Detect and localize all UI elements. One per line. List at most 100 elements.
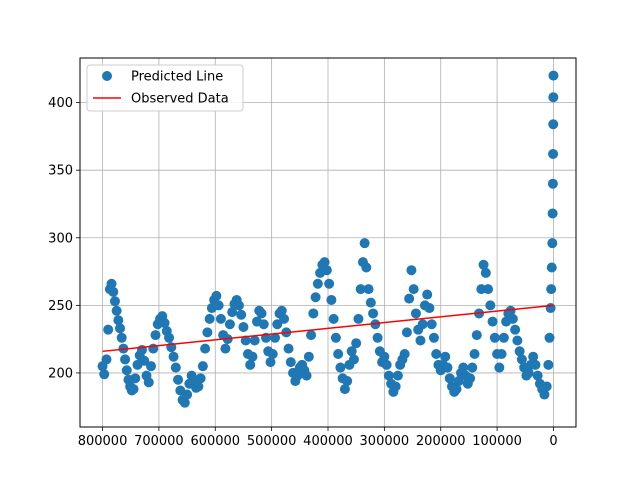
scatter-point <box>363 284 374 295</box>
scatter-point <box>351 338 362 349</box>
scatter-point <box>392 370 403 381</box>
scatter-point <box>410 308 421 319</box>
scatter-point <box>249 335 260 346</box>
scatter-point <box>426 319 437 330</box>
scatter-point <box>106 278 117 289</box>
scatter-point <box>335 362 346 373</box>
scatter-point <box>401 327 412 338</box>
scatter-point <box>211 290 222 301</box>
scatter-point <box>541 381 552 392</box>
line-series <box>102 304 554 353</box>
scatter-point <box>399 349 410 360</box>
scatter-point <box>368 308 379 319</box>
scatter-point <box>339 384 350 395</box>
scatter-point <box>361 262 372 273</box>
scatter-point <box>265 357 276 368</box>
scatter-point <box>258 319 269 330</box>
scatter-point <box>256 308 267 319</box>
scatter-point <box>494 362 505 373</box>
scatter-point <box>372 332 383 343</box>
y-axis: 200 250 300 350 400 <box>48 96 80 381</box>
scatter-point <box>143 377 154 388</box>
x-tick-label: 600000 <box>190 434 240 449</box>
scatter-point <box>514 346 525 357</box>
fit-line <box>102 304 554 353</box>
scatter-point <box>544 332 555 343</box>
scatter-point <box>458 362 469 373</box>
scatter-point <box>465 373 476 384</box>
scatter-point <box>532 370 543 381</box>
scatter-point <box>168 351 179 362</box>
scatter-point <box>108 286 119 297</box>
legend: Predicted Line Observed Data <box>86 64 244 112</box>
scatter-point <box>489 332 500 343</box>
scatter-point <box>301 370 312 381</box>
x-axis: 800000 700000 600000 500000 400000 300000 2000… <box>78 427 558 449</box>
scatter-point <box>159 317 170 328</box>
scatter-point <box>324 278 335 289</box>
scatter-point <box>285 357 296 368</box>
scatter-point <box>303 351 314 362</box>
scatter-point <box>202 327 213 338</box>
scatter-point <box>312 278 323 289</box>
scatter-point <box>507 313 518 324</box>
scatter-point <box>547 208 558 219</box>
scatter-point <box>292 370 303 381</box>
scatter-point <box>306 330 317 341</box>
scatter-point <box>485 300 496 311</box>
scatter-point <box>422 289 433 300</box>
y-tick-label: 200 <box>48 366 73 381</box>
scatter-point <box>487 316 498 327</box>
scatter-point <box>424 303 435 314</box>
scatter-point <box>483 284 494 295</box>
scatter-point <box>496 349 507 360</box>
scatter-point <box>546 284 557 295</box>
scatter-point <box>342 376 353 387</box>
scatter-point <box>113 315 124 326</box>
scatter-point <box>270 332 281 343</box>
scatter-point <box>548 148 559 159</box>
scatter-point <box>272 319 283 330</box>
scatter-point <box>245 359 256 370</box>
y-tick-label: 400 <box>48 96 73 111</box>
scatter-point <box>283 343 294 354</box>
scatter-point <box>546 262 557 273</box>
scatter-point <box>505 305 516 316</box>
legend-label-line: Observed Data <box>131 92 229 107</box>
scatter-point <box>512 335 523 346</box>
scatter-point <box>471 330 482 341</box>
scatter-point <box>326 294 337 305</box>
scatter-point <box>193 381 204 392</box>
scatter-point <box>195 373 206 384</box>
scatter-point <box>130 373 141 384</box>
scatter-point <box>247 351 258 362</box>
scatter-point <box>236 309 247 320</box>
scatter-point <box>390 381 401 392</box>
scatter-point <box>267 349 278 360</box>
scatter-point <box>224 319 235 330</box>
scatter-point <box>319 257 330 268</box>
scatter-point <box>451 384 462 395</box>
scatter-point <box>179 397 190 408</box>
scatter-point <box>539 389 550 400</box>
y-tick-label: 350 <box>48 164 73 179</box>
scatter-point <box>428 332 439 343</box>
scatter-point <box>238 321 249 332</box>
scatter-point <box>547 238 558 249</box>
scatter-point <box>346 346 357 357</box>
y-tick-label: 250 <box>48 299 73 314</box>
x-tick-label: 800000 <box>78 434 128 449</box>
scatter-point <box>120 354 131 365</box>
scatter-point <box>383 370 394 381</box>
scatter-point <box>355 284 366 295</box>
scatter-point <box>404 293 415 304</box>
scatter-point <box>548 119 559 130</box>
scatter-point <box>240 335 251 346</box>
scatter-point <box>453 376 464 387</box>
scatter-point <box>408 284 419 295</box>
scatter-point <box>276 305 287 316</box>
scatter-point <box>333 349 344 360</box>
scatter-point <box>111 305 122 316</box>
scatter-point <box>308 308 319 319</box>
